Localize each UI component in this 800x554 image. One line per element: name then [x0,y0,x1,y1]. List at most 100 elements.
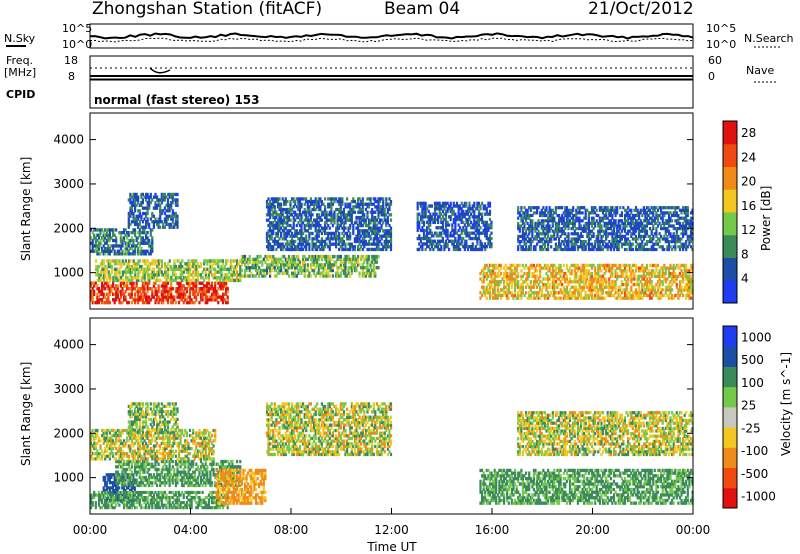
echo-cell [509,269,512,273]
echo-cell [487,223,490,227]
echo-cell [145,198,148,202]
echo-cell [619,296,622,300]
echo-cell [550,219,553,223]
echo-cell [688,282,691,287]
echo-cell [347,229,350,233]
echo-cell [587,296,590,300]
echo-cell [152,214,155,218]
echo-cell [540,227,543,231]
echo-cell [656,280,660,284]
echo-cell [148,222,151,227]
echo-cell [526,208,529,212]
echo-cell [156,270,159,274]
echo-cell [584,293,587,298]
echo-cell [672,277,675,281]
echo-cell [346,231,349,236]
echo-cell [583,272,586,276]
echo-cell [273,205,276,209]
echo-cell [383,245,386,249]
echo-cell [581,245,584,249]
echo-cell [424,242,427,246]
echo-cell [686,269,689,273]
echo-cell [506,277,509,281]
echo-cell [548,282,551,287]
echo-cell [514,272,517,276]
echo-cell [163,195,166,199]
echo-cell [119,295,122,299]
echo-cell [375,247,378,252]
echo-cell [642,274,645,278]
echo-cell [633,296,636,300]
echo-cell [364,234,367,238]
echo-cell [115,295,118,299]
echo-cell [127,287,130,291]
echo-cell [367,247,371,252]
echo-cell [316,215,319,220]
echo-cell [623,263,627,268]
echo-cell [667,266,671,270]
echo-cell [441,236,444,241]
echo-cell [262,268,265,273]
echo-cell [372,229,375,233]
echo-cell [320,199,323,204]
echo-cell [124,241,127,245]
echo-cell [568,280,572,284]
echo-cell [525,242,528,246]
echo-cell [576,247,579,252]
echo-cell [543,242,546,246]
echo-cell [561,240,564,244]
echo-cell [134,298,137,302]
echo-cell [159,203,162,207]
echo-cell [661,272,664,276]
echo-cell [129,281,132,285]
echo-cell [220,259,223,263]
echo-cell [325,210,328,214]
echo-cell [512,277,515,281]
echo-cell [514,266,517,270]
echo-cell [501,293,504,298]
echo-cell [115,292,118,296]
echo-cell [487,282,490,287]
echo-cell [247,274,250,278]
echo-cell [166,206,170,210]
echo-cell [143,228,146,232]
echo-cell [294,234,297,238]
echo-cell [94,300,97,305]
echo-cell [641,296,644,300]
echo-cell [107,295,110,299]
echo-cell [303,268,306,273]
echo-cell [146,203,149,207]
echo-cell [633,291,636,295]
echo-cell [542,224,545,228]
echo-cell [126,252,129,256]
echo-cell [551,280,554,284]
echo-cell [437,220,440,224]
echo-cell [444,209,448,214]
echo-cell [177,281,181,285]
echo-cell [146,259,149,263]
echo-cell [283,199,286,204]
echo-cell [248,266,251,270]
echo-cell [595,282,598,287]
freq-left-tick-top: 18 [64,54,78,67]
echo-cell [479,226,482,230]
echo-cell [142,273,145,277]
echo-cell [534,247,537,252]
echo-cell [214,276,217,280]
echo-cell [322,229,325,233]
echo-cell [481,247,484,252]
echo-cell [421,204,424,208]
echo-cell [265,231,269,236]
echo-cell [531,274,534,278]
echo-cell [441,223,444,227]
echo-cell [311,254,314,259]
echo-cell [302,197,305,201]
echo-cell [526,211,529,215]
echo-cell [256,257,259,262]
echo-cell [587,269,590,273]
echo-cell [192,287,195,291]
echo-cell [444,220,448,224]
echo-cell [523,232,526,236]
echo-cell [102,252,105,256]
echo-cell [689,291,693,295]
